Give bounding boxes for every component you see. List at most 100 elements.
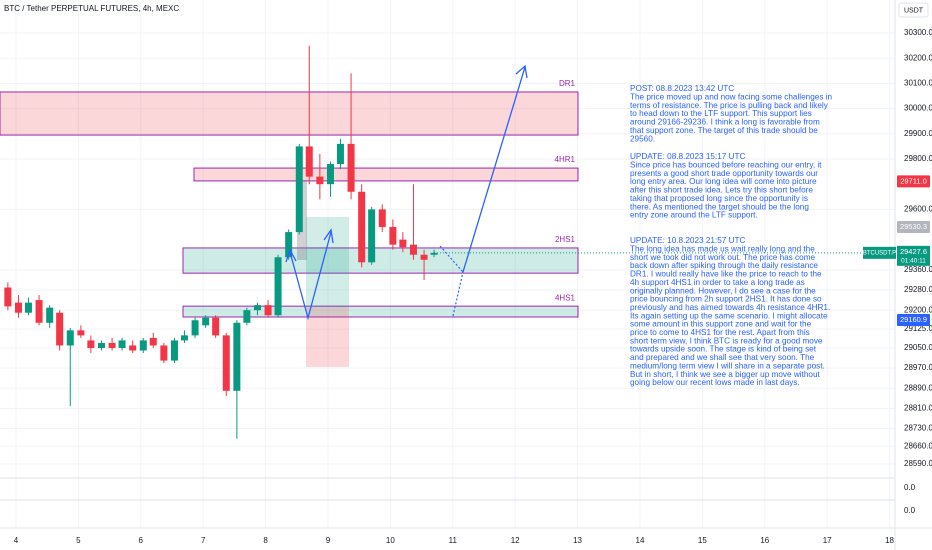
y-tick-label: 28660.0 xyxy=(904,441,932,450)
y-tick-label: 28890.0 xyxy=(904,383,932,392)
note-line: there. As mentioned the target should be… xyxy=(630,202,809,211)
candle-body xyxy=(139,340,147,351)
candle-body xyxy=(212,317,220,336)
candle-body xyxy=(295,146,303,233)
candle-body xyxy=(274,257,282,316)
note-line: The long idea has made us wait really lo… xyxy=(630,245,815,254)
long-stop-box xyxy=(306,307,349,367)
candle-body xyxy=(347,143,355,192)
x-tick-label: 13 xyxy=(573,536,582,545)
candle-body xyxy=(118,340,126,348)
y-tick-label: 29800.0 xyxy=(904,154,932,163)
candle-body xyxy=(233,322,241,391)
projection-line xyxy=(462,66,526,273)
last-price-badge xyxy=(897,245,930,266)
price-badge-label: 29530.3 xyxy=(900,222,927,231)
candle-body xyxy=(77,330,85,336)
y-tick-label: 30200.0 xyxy=(904,53,932,62)
y-tick-label: 28970.0 xyxy=(904,363,932,372)
y-tick-label: 30100.0 xyxy=(904,79,932,88)
note-line: medium/long term view I will share in a … xyxy=(630,361,825,370)
candle-body xyxy=(243,310,251,323)
note-line: 29560. xyxy=(630,134,655,143)
zone xyxy=(182,247,579,274)
currency-label[interactable]: USDT xyxy=(904,7,924,14)
candle-body xyxy=(285,232,293,258)
y-tick-label: 30000.0 xyxy=(904,104,932,113)
candle-body xyxy=(316,176,324,185)
y-tick-label: 29200.0 xyxy=(904,305,932,314)
x-tick-label: 5 xyxy=(76,536,81,545)
price-badge-label: 29711.0 xyxy=(900,176,927,185)
note-line: short term view, I think BTC is ready fo… xyxy=(630,336,823,345)
pane-label: 0.0 xyxy=(904,483,916,492)
y-tick-label: 28730.0 xyxy=(904,424,932,433)
note-line: DR1. I would really have like the price … xyxy=(630,270,822,279)
x-tick-label: 14 xyxy=(636,536,645,545)
note-line: previously and has aimed towards 4h resi… xyxy=(630,303,830,312)
note-line: presents a good short trade opportunity … xyxy=(630,169,818,178)
zone-label: 2HS1 xyxy=(555,235,576,244)
x-tick-label: 18 xyxy=(885,536,894,545)
candle-body xyxy=(222,335,230,391)
candle-body xyxy=(336,143,344,165)
candle-body xyxy=(378,209,386,228)
y-tick-label: 30300.0 xyxy=(904,28,932,37)
note-line: But in short, I think we see a bigger up… xyxy=(630,370,821,379)
x-tick-label: 15 xyxy=(698,536,707,545)
note-line: terms of resistance. The price is pullin… xyxy=(630,101,829,110)
note-line: towards upside soon. The stage is kind o… xyxy=(630,345,817,354)
candle-body xyxy=(66,330,74,346)
x-tick-label: 16 xyxy=(760,536,769,545)
note-line: around 29166-29236. I think a long is fa… xyxy=(630,118,820,127)
note-line: short we took did not work out. The pric… xyxy=(630,253,816,262)
candle-body xyxy=(87,340,95,348)
arrow-head xyxy=(323,228,334,244)
price-badge xyxy=(897,175,930,188)
y-tick-label: 28590.0 xyxy=(904,459,932,468)
x-tick-label: 17 xyxy=(823,536,832,545)
candle-body xyxy=(420,254,428,260)
zones: DR1 4HR1 2HS1 4HS1 xyxy=(0,79,579,318)
note-line: back down after spiking through the dail… xyxy=(630,261,818,270)
x-tick-label: 4 xyxy=(14,536,19,545)
y-tick-label: 29280.0 xyxy=(904,285,932,294)
grid xyxy=(0,0,895,528)
candle-body xyxy=(56,312,64,346)
note-line: price bouncing from 2h support 2HS1. It … xyxy=(630,295,822,304)
note-line: and prepared and we shall see that very … xyxy=(630,353,815,362)
note-line: going below our recent lows made in last… xyxy=(630,378,800,387)
x-tick-label: 12 xyxy=(511,536,520,545)
note-line: price to come to 4HS1 for the rest. Apar… xyxy=(630,328,810,337)
price-badge xyxy=(897,314,930,327)
axes: 30300.0 30200.0 30100.0 30000.0 29900.0 29800… xyxy=(14,28,932,545)
note-line: UPDATE: 10.8.2023 21:57 UTC xyxy=(630,236,746,245)
candle-body xyxy=(191,320,199,336)
price-badge-label: 29160.9 xyxy=(900,315,927,324)
projection-dotted xyxy=(452,271,464,317)
last-price-label: 29427.6 xyxy=(900,247,927,256)
candle-body xyxy=(368,209,376,263)
x-tick-label: 10 xyxy=(386,536,395,545)
candle-body xyxy=(160,345,168,361)
candle-body xyxy=(108,342,116,348)
countdown-label: 01:40:11 xyxy=(901,258,926,265)
zone-label: 4HR1 xyxy=(555,155,576,164)
long-target-box xyxy=(306,217,349,307)
x-tick-label: 6 xyxy=(139,536,144,545)
candle-body xyxy=(14,302,22,313)
note-line: UPDATE: 08.8.2023 15:17 UTC xyxy=(630,152,746,161)
candle-body xyxy=(430,252,438,255)
chart-title: BTC / Tether PERPETUAL FUTURES, 4h, MEXC xyxy=(4,4,179,13)
candle-body xyxy=(97,342,105,348)
candle-body xyxy=(180,335,188,341)
candles xyxy=(4,45,895,439)
symbol-label: BTCUSDT.P xyxy=(863,250,896,256)
note-line: Since price has bounced before reaching … xyxy=(630,161,822,170)
candle-body xyxy=(264,305,272,316)
zone-label: 4HS1 xyxy=(555,293,576,302)
currency-button[interactable] xyxy=(898,2,929,18)
note-line: some amount in this support zone and wai… xyxy=(630,320,812,329)
note-line: that support zone. The target of this tr… xyxy=(630,126,818,135)
